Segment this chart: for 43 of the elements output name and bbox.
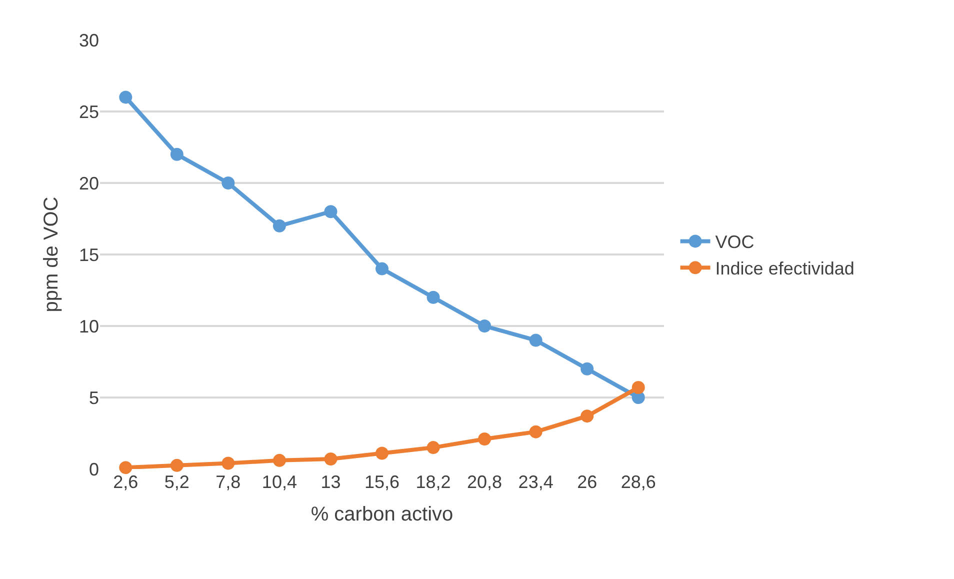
x-tick-label: 10,4	[262, 472, 297, 492]
point	[580, 362, 594, 376]
point	[529, 425, 542, 438]
point	[170, 458, 184, 472]
point	[119, 461, 132, 474]
x-tick-label: 5,2	[164, 472, 190, 492]
x-tick-label: 15,6	[364, 472, 400, 492]
x-tick-label: 20,8	[467, 472, 502, 492]
point	[324, 452, 338, 466]
y-tick-label: 20	[78, 173, 99, 194]
x-tick-label: 23,4	[518, 472, 554, 492]
y-axis-title: ppm de VOC	[40, 196, 62, 312]
point	[222, 456, 235, 470]
legend-label: Indice efectividad	[715, 258, 854, 279]
point	[580, 410, 594, 423]
point	[222, 176, 235, 190]
point	[119, 90, 132, 104]
x-tick-label: 18,2	[416, 472, 451, 492]
point	[529, 334, 542, 347]
y-tick-label: 0	[88, 459, 99, 480]
point	[272, 219, 286, 232]
point	[426, 290, 440, 304]
legend-label: VOC	[715, 232, 754, 252]
y-tick-label: 10	[78, 316, 99, 336]
x-tick-label: 2,6	[113, 472, 138, 492]
x-axis-title: % carbon activo	[310, 504, 454, 526]
x-tick-label: 7,8	[216, 472, 241, 492]
x-tick-label: 13	[320, 472, 341, 492]
x-tick-label: 28,6	[620, 472, 656, 492]
y-tick-label: 30	[78, 30, 99, 50]
point	[376, 446, 388, 460]
y-tick-label: 25	[78, 102, 99, 122]
point	[170, 148, 184, 161]
y-tick-label: 5	[88, 388, 99, 408]
point	[632, 380, 645, 394]
x-tick-label: 26	[577, 472, 598, 492]
point	[478, 432, 492, 446]
y-tick-label: 15	[78, 244, 99, 265]
point	[426, 441, 440, 454]
point	[376, 262, 388, 276]
point	[272, 454, 286, 467]
point	[478, 320, 492, 332]
point	[324, 205, 338, 218]
